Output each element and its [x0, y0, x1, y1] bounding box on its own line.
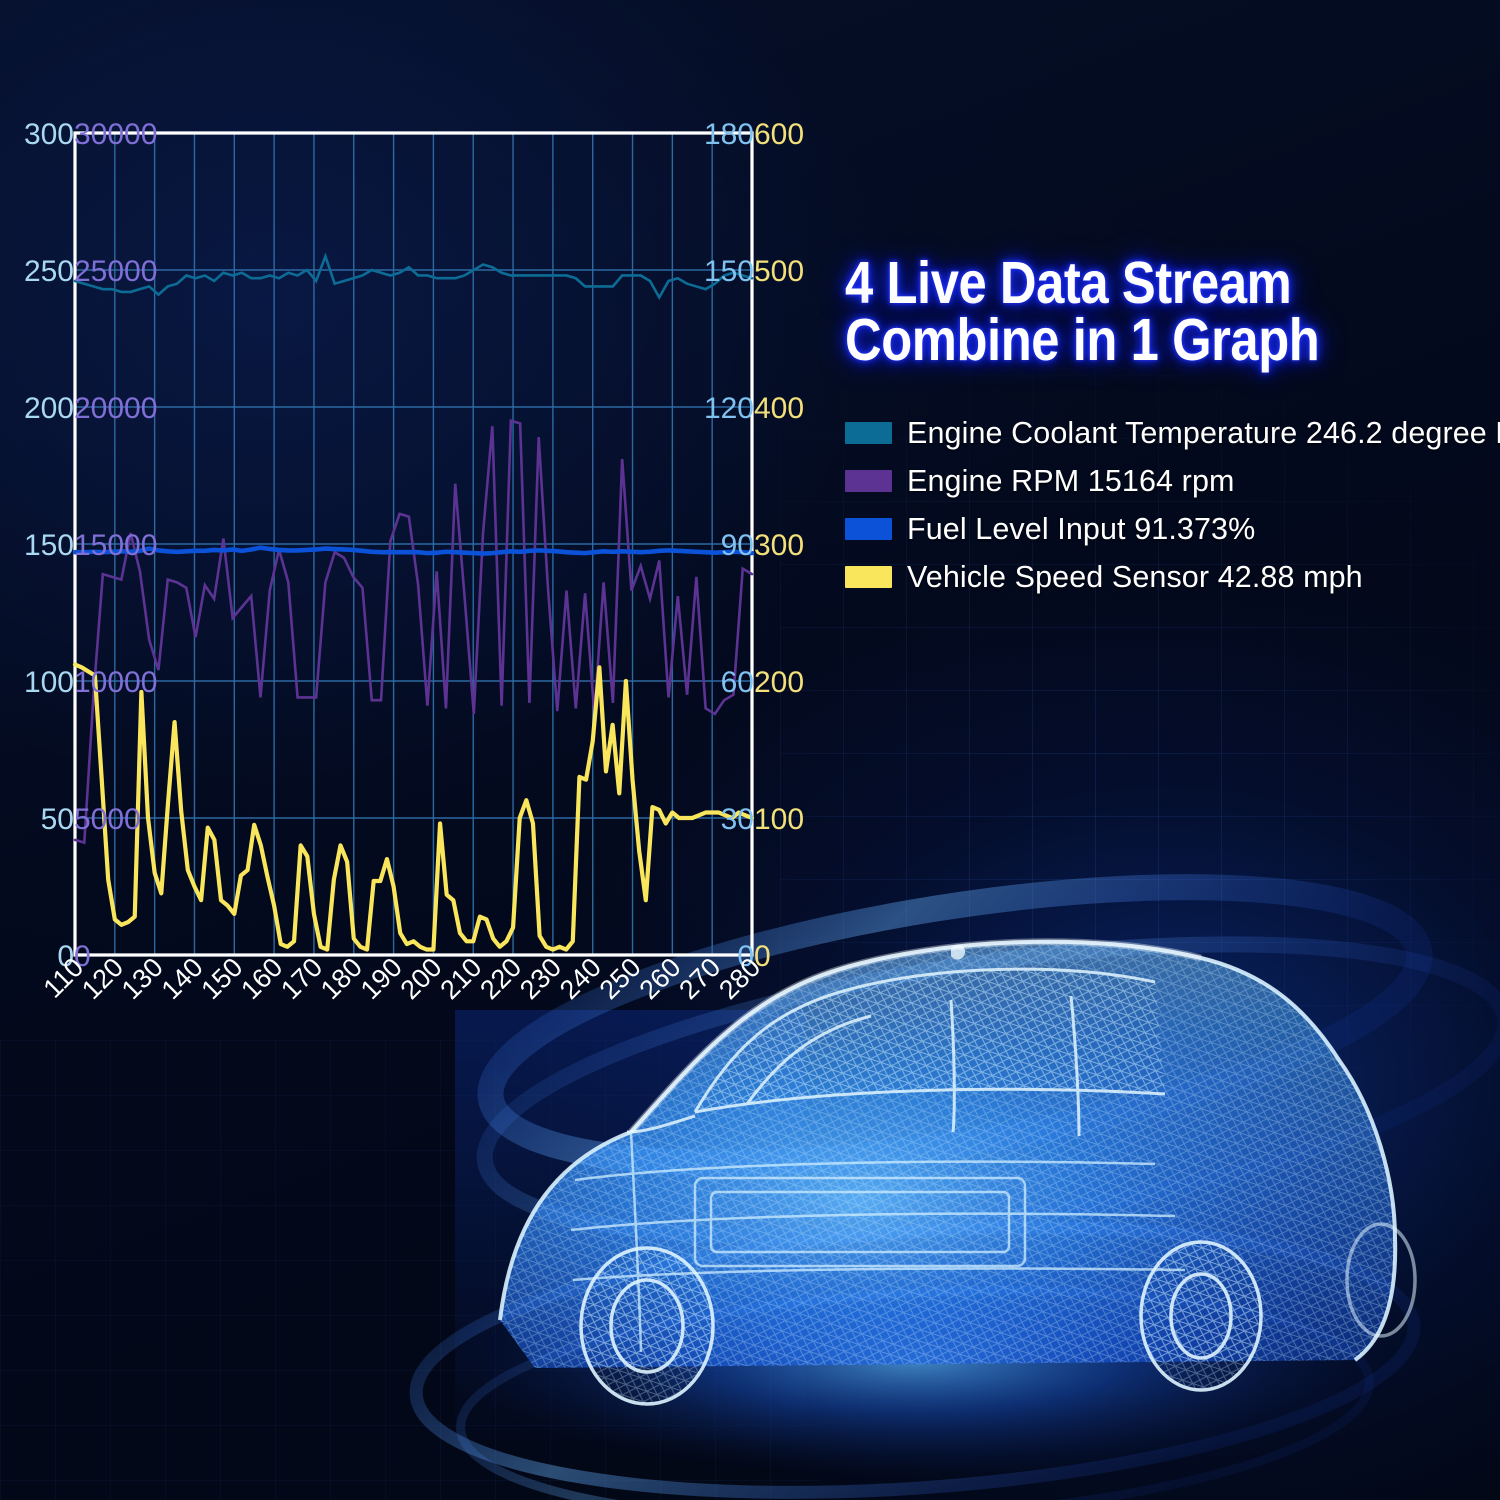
legend-item-speed[interactable]: Vehicle Speed Sensor 42.88 mph — [845, 553, 1490, 601]
rpm-axis-tick: 10000 — [74, 666, 157, 699]
coolant-axis-tick: 300 — [24, 118, 74, 151]
legend-label-rpm: Engine RPM 15164 rpm — [907, 463, 1235, 498]
rpm-axis-tick: 20000 — [74, 392, 157, 425]
legend-label-fuel: Fuel Level Input 91.373% — [907, 511, 1256, 546]
legend-label-coolant: Engine Coolant Temperature 246.2 degree … — [907, 415, 1500, 450]
speed-axis-tick: 500 — [754, 255, 804, 288]
headline-line-2: Combine in 1 Graph — [845, 306, 1320, 373]
legend-item-coolant[interactable]: Engine Coolant Temperature 246.2 degree … — [845, 409, 1500, 457]
legend-swatch-speed — [845, 566, 892, 589]
legend-swatch-fuel — [845, 518, 892, 541]
speed-axis-tick: 400 — [754, 392, 804, 425]
series-line — [72, 545, 755, 556]
rpm-axis-tick: 15000 — [74, 529, 157, 562]
legend-swatch-rpm — [845, 470, 892, 493]
legend-item-fuel[interactable]: Fuel Level Input 91.373% — [845, 505, 1490, 553]
coolant-axis-tick: 150 — [24, 529, 74, 562]
live-data-chart[interactable]: 300 250 200 150 100 50 0 30000 25000 20000 15000 10… — [0, 0, 820, 1040]
wireframe-car-illustration — [409, 874, 1500, 1500]
fuel-axis-tick: 120 — [704, 392, 754, 425]
speed-axis-tick: 300 — [754, 529, 804, 562]
rpm-axis-tick: 30000 — [74, 118, 157, 151]
coolant-axis-tick: 0 — [57, 940, 74, 973]
chart-series-group — [72, 252, 755, 952]
series-line — [72, 662, 755, 952]
fuel-axis-tick: 0 — [737, 940, 754, 973]
series-line — [73, 252, 754, 301]
fuel-axis-tick: 180 — [704, 118, 754, 151]
rpm-axis-tick: 5000 — [74, 803, 141, 836]
rpm-axis-tick: 0 — [74, 940, 91, 973]
legend-item-rpm[interactable]: Engine RPM 15164 rpm — [845, 457, 1490, 505]
speed-axis-tick: 0 — [754, 940, 771, 973]
speed-axis-tick: 100 — [754, 803, 804, 836]
info-panel: 4 Live Data Stream Combine in 1 Graph En… — [845, 250, 1500, 601]
rpm-axis-tick: 25000 — [74, 255, 157, 288]
fuel-axis-tick: 150 — [704, 255, 754, 288]
speed-axis-tick: 600 — [754, 118, 804, 151]
fuel-axis-tick: 90 — [721, 529, 754, 562]
chart-canvas[interactable]: 3002502001501005003000025000200001500010… — [0, 0, 820, 1040]
legend-swatch-coolant — [845, 422, 892, 445]
headline-line-1: 4 Live Data Stream — [845, 250, 1292, 316]
fuel-axis-tick: 30 — [721, 803, 754, 836]
series-line — [73, 418, 754, 845]
chart-legend: Engine Coolant Temperature 246.2 degree … — [845, 409, 1500, 601]
x-axis-tick-labels: 1101201301401501601701801902002102202302… — [38, 952, 767, 1005]
speed-axis-tick: 200 — [754, 666, 804, 699]
fuel-axis-tick: 60 — [721, 666, 754, 699]
coolant-axis-tick: 50 — [41, 803, 74, 836]
coolant-axis-tick: 250 — [24, 255, 74, 288]
chart-frame — [73, 131, 754, 957]
y-axis-left-labels: 300 250 200 150 100 50 0 30000 25000 20000 15000 10… — [24, 118, 158, 973]
coolant-axis-tick: 100 — [24, 666, 74, 699]
coolant-axis-tick: 200 — [24, 392, 74, 425]
legend-label-speed: Vehicle Speed Sensor 42.88 mph — [907, 559, 1363, 594]
